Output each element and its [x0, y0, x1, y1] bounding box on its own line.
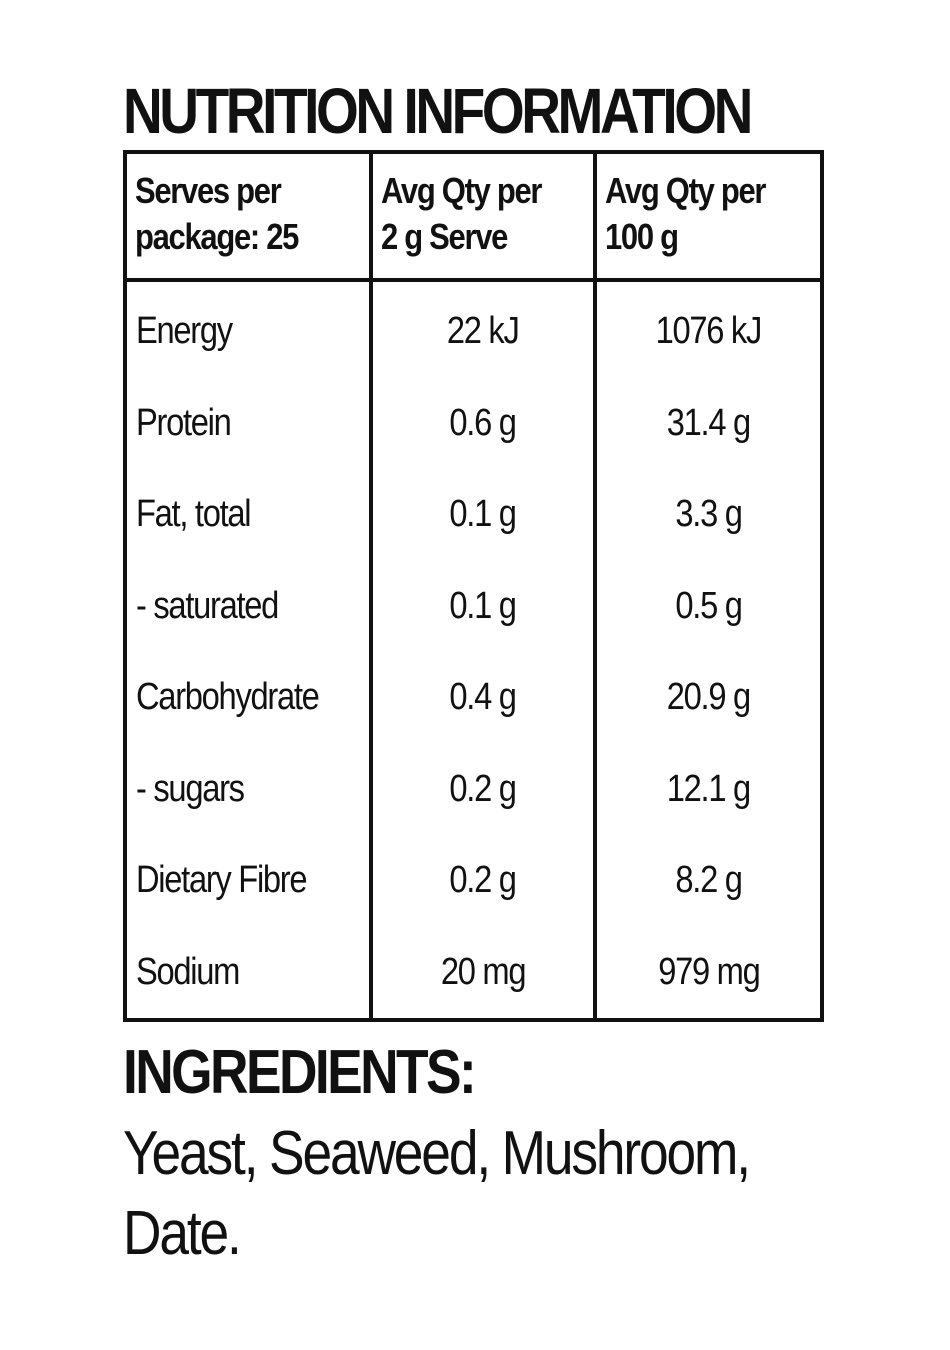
- table-row: Carbohydrate 0.4 g 20.9 g: [123, 652, 824, 744]
- nutrient-label: Carbohydrate: [123, 652, 373, 744]
- per-serve-value: 22 kJ: [369, 280, 597, 378]
- header-avg-qty-per-100g: Avg Qty per 100 g: [593, 150, 824, 282]
- ingredients-heading: INGREDIENTS:: [123, 1038, 477, 1107]
- nutrient-label: Protein: [123, 377, 373, 469]
- table-row: - sugars 0.2 g 12.1 g: [123, 743, 824, 835]
- per-serve-value: 0.6 g: [369, 377, 597, 469]
- nutrient-label: Sodium: [123, 926, 373, 1020]
- table-row: Dietary Fibre 0.2 g 8.2 g: [123, 835, 824, 927]
- per-100g-value: 20.9 g: [593, 652, 824, 744]
- header-line: package: 25: [135, 216, 299, 257]
- table-row: Fat, total 0.1 g 3.3 g: [123, 469, 824, 561]
- per-serve-value: 0.4 g: [369, 652, 597, 744]
- table-row: Energy 22 kJ 1076 kJ: [123, 280, 824, 378]
- nutrient-label: Dietary Fibre: [123, 835, 373, 927]
- header-line: 2 g Serve: [381, 216, 508, 257]
- header-line: 100 g: [605, 216, 679, 257]
- header-avg-qty-per-serve: Avg Qty per 2 g Serve: [369, 150, 597, 282]
- nutrient-label: Fat, total: [123, 469, 373, 561]
- per-serve-value: 0.2 g: [369, 743, 597, 835]
- nutrient-label: - saturated: [123, 560, 373, 652]
- header-line: Avg Qty per: [381, 170, 542, 211]
- header-line: Serves per: [135, 170, 282, 211]
- per-serve-value: 0.1 g: [369, 560, 597, 652]
- ingredients-text: Yeast, Seaweed, Mushroom, Date.: [123, 1119, 751, 1268]
- per-100g-value: 31.4 g: [593, 377, 824, 469]
- nutrient-label: Energy: [123, 280, 373, 378]
- nutrition-panel: NUTRITION INFORMATION Serves per package:…: [123, 72, 824, 1274]
- per-100g-value: 979 mg: [593, 926, 824, 1020]
- table-row: Sodium 20 mg 979 mg: [123, 926, 824, 1020]
- per-100g-value: 12.1 g: [593, 743, 824, 835]
- table-row: Protein 0.6 g 31.4 g: [123, 377, 824, 469]
- per-serve-value: 20 mg: [369, 926, 597, 1020]
- per-100g-value: 1076 kJ: [593, 280, 824, 378]
- header-serves-per-package: Serves per package: 25: [123, 150, 373, 282]
- per-100g-value: 3.3 g: [593, 469, 824, 561]
- per-100g-value: 0.5 g: [593, 560, 824, 652]
- table-header-row: Serves per package: 25 Avg Qty per 2 g Ser…: [123, 150, 824, 282]
- page-title: NUTRITION INFORMATION: [123, 75, 753, 147]
- nutrition-table: Serves per package: 25 Avg Qty per 2 g Ser…: [123, 150, 824, 1022]
- per-serve-value: 0.1 g: [369, 469, 597, 561]
- per-serve-value: 0.2 g: [369, 835, 597, 927]
- nutrient-label: - sugars: [123, 743, 373, 835]
- per-100g-value: 8.2 g: [593, 835, 824, 927]
- header-line: Avg Qty per: [605, 170, 766, 211]
- table-row: - saturated 0.1 g 0.5 g: [123, 560, 824, 652]
